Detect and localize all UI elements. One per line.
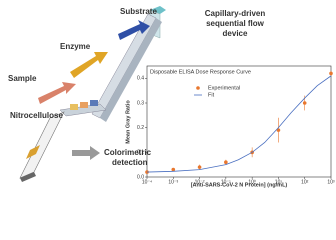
legend-marker <box>196 86 200 90</box>
chart-title: Disposable ELISA Dose Response Curve <box>150 69 251 75</box>
page: Substrate Enzyme Sample Nitrocellulose C… <box>8 6 335 189</box>
plot-frame <box>146 65 332 178</box>
fit-line <box>146 75 332 173</box>
label: Nitrocellulose <box>10 111 63 120</box>
data-point <box>224 160 228 164</box>
label: Substrate <box>120 7 157 16</box>
substrate-arrow <box>118 20 150 40</box>
x-tick-label: 10⁻³ <box>168 179 178 185</box>
x-tick-label: 10³ <box>327 179 335 185</box>
y-tick-label: 0.1 <box>137 150 144 156</box>
data-point <box>329 71 333 76</box>
y-tick-label: 0.2 <box>137 125 144 131</box>
y-tick-label: 0.3 <box>137 100 144 106</box>
detection-arrow <box>72 146 100 160</box>
label: device <box>223 29 248 38</box>
legend-label: Fit <box>208 92 215 98</box>
x-tick-label: 10¹ <box>275 179 283 185</box>
enzyme-arrow <box>70 52 108 78</box>
x-tick-label: 10⁰ <box>248 179 256 185</box>
x-axis-label: [Anti-SARS-CoV-2 N Protein] (ng/mL) <box>191 182 288 188</box>
graphic: Substrate Enzyme Sample Nitrocellulose C… <box>8 6 335 188</box>
label: sequential flow <box>206 19 265 28</box>
y-tick-label: 0.0 <box>137 174 144 180</box>
device <box>19 6 166 182</box>
x-tick-label: 10⁻⁴ <box>142 179 152 185</box>
label: Colorimetric <box>104 148 152 157</box>
y-axis-label: Mean Gray Ratio <box>125 100 131 144</box>
x-tick-label: 10⁻¹ <box>221 179 231 185</box>
y-tick-label: 0.4 <box>137 76 144 82</box>
data-point <box>171 167 176 172</box>
legend-label: Experimental <box>208 85 240 91</box>
label: Enzyme <box>60 42 91 51</box>
label: Sample <box>8 74 37 83</box>
data-point <box>197 165 202 169</box>
sample-arrow <box>38 82 76 104</box>
x-tick-label: 10² <box>301 179 309 185</box>
chart: Disposable ELISA Dose Response Curve [An… <box>125 65 335 188</box>
data-point <box>302 101 307 105</box>
label: Capillary-driven <box>205 9 266 18</box>
data-point <box>276 128 281 132</box>
label: detection <box>112 158 148 167</box>
x-tick-label: 10⁻² <box>195 179 205 185</box>
